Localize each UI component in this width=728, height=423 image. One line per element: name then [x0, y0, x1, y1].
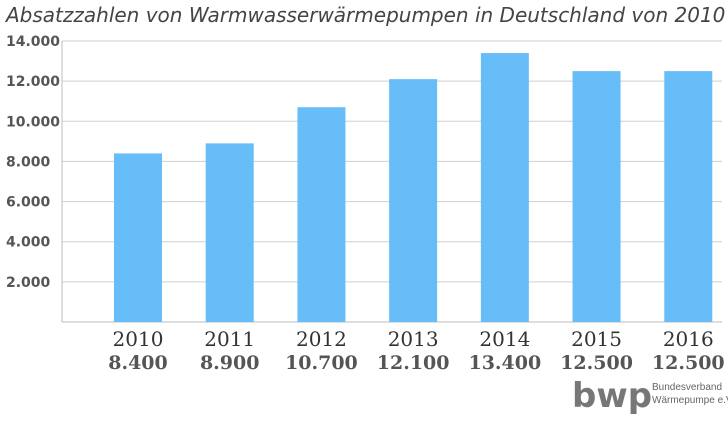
x-category-label: 2015 — [571, 327, 622, 351]
logo-line-2: Wärmepumpe e.V. — [652, 395, 728, 406]
x-value-label: 10.700 — [285, 352, 358, 374]
y-tick-label: 4.000 — [6, 235, 51, 251]
x-value-label: 13.400 — [468, 352, 541, 374]
bar-2014 — [480, 53, 529, 323]
y-tick-label: 10.000 — [6, 114, 60, 130]
y-tick-label: 6.000 — [6, 195, 51, 211]
x-value-label: 12.500 — [652, 352, 725, 374]
x-category-label: 2010 — [113, 327, 164, 351]
x-value-label: 8.900 — [200, 352, 260, 374]
x-value-label: 12.100 — [377, 352, 450, 374]
chart-title: Absatzzahlen von Warmwasserwärmepumpen i… — [4, 3, 728, 27]
logo-wordmark: bwp — [572, 376, 652, 416]
y-tick-label: 8.000 — [6, 154, 51, 170]
bar-2015 — [572, 71, 621, 322]
x-category-label: 2014 — [479, 327, 530, 351]
y-axis-ticks: 2.000 4.000 6.000 8.000 10.000 12.000 14.000 — [6, 34, 60, 291]
x-value-label: 8.400 — [108, 352, 168, 374]
x-category-label: 2012 — [296, 327, 347, 351]
x-category-label: 2011 — [204, 327, 255, 351]
x-value-label: 12.500 — [560, 352, 633, 374]
x-category-label: 2013 — [388, 327, 439, 351]
y-tick-label: 2.000 — [6, 275, 51, 291]
logo-line-1: Bundesverband — [652, 382, 722, 393]
bar-2016 — [664, 71, 713, 322]
bar-2010 — [114, 153, 162, 322]
y-tick-label: 12.000 — [6, 74, 60, 90]
bwp-logo: bwp Bundesverband Wärmepumpe e.V. — [572, 376, 728, 416]
bar-2012 — [297, 107, 346, 322]
bar-2011 — [205, 143, 254, 322]
y-tick-label: 14.000 — [6, 34, 60, 50]
bar-2013 — [389, 79, 438, 322]
bars — [114, 53, 713, 323]
x-category-label: 2016 — [663, 327, 714, 351]
